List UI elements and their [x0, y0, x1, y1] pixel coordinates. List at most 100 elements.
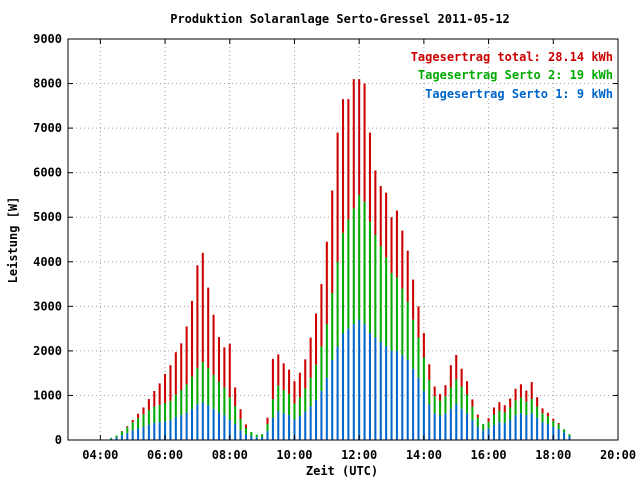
bar-serto-3	[147, 399, 150, 411]
bar-serto-2	[385, 257, 388, 347]
bar-serto-2	[428, 379, 431, 405]
x-tick-label: 14:00	[406, 448, 442, 462]
bar-serto-3	[288, 369, 291, 395]
bar-serto-2	[439, 400, 442, 416]
legend: Tagesertrag total: 28.14 kWh Tagesertrag…	[411, 50, 613, 101]
bar-serto-2	[358, 194, 361, 320]
bar-serto-2	[142, 414, 145, 427]
bar-serto-1	[444, 413, 447, 440]
bar-serto-2	[406, 301, 409, 360]
bar-serto-1	[336, 346, 339, 440]
bar-serto-2	[546, 416, 549, 424]
bar-serto-3	[422, 333, 425, 358]
bar-serto-3	[207, 287, 210, 368]
bar-serto-3	[277, 354, 280, 386]
bar-serto-3	[315, 313, 318, 365]
bar-serto-1	[282, 413, 285, 440]
bar-serto-3	[385, 192, 388, 258]
bar-serto-1	[428, 404, 431, 440]
bar-serto-2	[325, 324, 328, 378]
bar-serto-2	[352, 208, 355, 325]
bar-serto-2	[234, 406, 237, 424]
bar-serto-2	[298, 397, 301, 416]
bar-serto-2	[147, 410, 150, 425]
y-tick-label: 2000	[33, 344, 62, 358]
bar-serto-3	[298, 372, 301, 398]
x-axis: 04:00 06:00 08:00 10:00 12:00 14:00 16:00 18:00…	[82, 39, 636, 462]
bar-serto-1	[239, 430, 242, 440]
bar-serto-1	[158, 422, 161, 440]
bar-serto-1	[487, 428, 490, 440]
bar-serto-2	[131, 422, 134, 431]
bar-serto-1	[164, 421, 167, 440]
bar-serto-2	[266, 423, 269, 432]
bar-serto-2	[223, 387, 226, 416]
bar-serto-1	[433, 413, 436, 440]
bar-serto-2	[455, 379, 458, 405]
bar-serto-3	[293, 381, 296, 404]
bar-serto-3	[304, 359, 307, 389]
bar-serto-2	[255, 434, 258, 438]
bar-serto-3	[201, 252, 204, 363]
bar-serto-3	[228, 343, 231, 398]
bar-serto-1	[395, 350, 398, 440]
bar-serto-2	[304, 388, 307, 412]
bar-serto-1	[401, 355, 404, 440]
bar-serto-1	[234, 423, 237, 440]
bar-serto-1	[368, 333, 371, 440]
bar-serto-1	[137, 428, 140, 440]
bar-serto-2	[509, 407, 512, 420]
bar-serto-3	[379, 186, 382, 247]
bar-serto-2	[293, 403, 296, 420]
bar-serto-2	[557, 424, 560, 429]
bar-serto-3	[476, 414, 479, 418]
bar-serto-3	[455, 354, 458, 380]
bar-serto-1	[498, 422, 501, 440]
bar-serto-1	[514, 415, 517, 440]
bar-serto-3	[234, 387, 237, 407]
bar-serto-2	[120, 431, 123, 436]
bar-serto-1	[525, 415, 528, 440]
bar-serto-3	[185, 326, 188, 385]
bar-serto-3	[282, 363, 285, 391]
bar-serto-3	[536, 397, 539, 407]
bar-serto-3	[541, 408, 544, 414]
bar-serto-3	[331, 190, 334, 293]
bar-serto-1	[530, 413, 533, 440]
bar-serto-1	[271, 417, 274, 440]
bar-serto-2	[401, 288, 404, 356]
bar-serto-2	[164, 403, 167, 422]
bar-serto-1	[223, 415, 226, 440]
bar-serto-2	[331, 292, 334, 360]
bar-serto-1	[250, 435, 253, 440]
y-axis-label: Leistung [W]	[6, 197, 20, 284]
bar-serto-3	[465, 381, 469, 395]
bar-serto-1	[541, 422, 544, 440]
bar-serto-3	[320, 284, 323, 347]
bar-serto-3	[487, 418, 490, 422]
bar-serto-3	[190, 300, 194, 377]
bar-serto-2	[390, 272, 393, 351]
bar-serto-1	[552, 426, 555, 440]
x-tick-label: 18:00	[535, 448, 571, 462]
bar-serto-3	[509, 398, 512, 408]
bar-serto-2	[568, 434, 571, 436]
y-tick-label: 5000	[33, 210, 62, 224]
bar-serto-1	[568, 435, 571, 440]
bar-serto-1	[266, 431, 269, 440]
bar-serto-1	[153, 423, 156, 440]
bar-serto-3	[546, 412, 549, 417]
bar-serto-2	[498, 410, 501, 423]
bar-serto-3	[153, 390, 156, 407]
bar-serto-1	[471, 419, 474, 440]
x-tick-label: 10:00	[276, 448, 312, 462]
bar-serto-2	[174, 394, 177, 417]
bar-serto-2	[153, 406, 156, 424]
bar-serto-2	[563, 429, 566, 433]
bar-serto-3	[131, 419, 134, 423]
bar-serto-2	[137, 418, 140, 429]
bar-serto-3	[557, 423, 560, 425]
bar-serto-3	[374, 170, 377, 236]
bar-serto-3	[401, 230, 404, 289]
y-tick-label: 0	[55, 433, 62, 447]
